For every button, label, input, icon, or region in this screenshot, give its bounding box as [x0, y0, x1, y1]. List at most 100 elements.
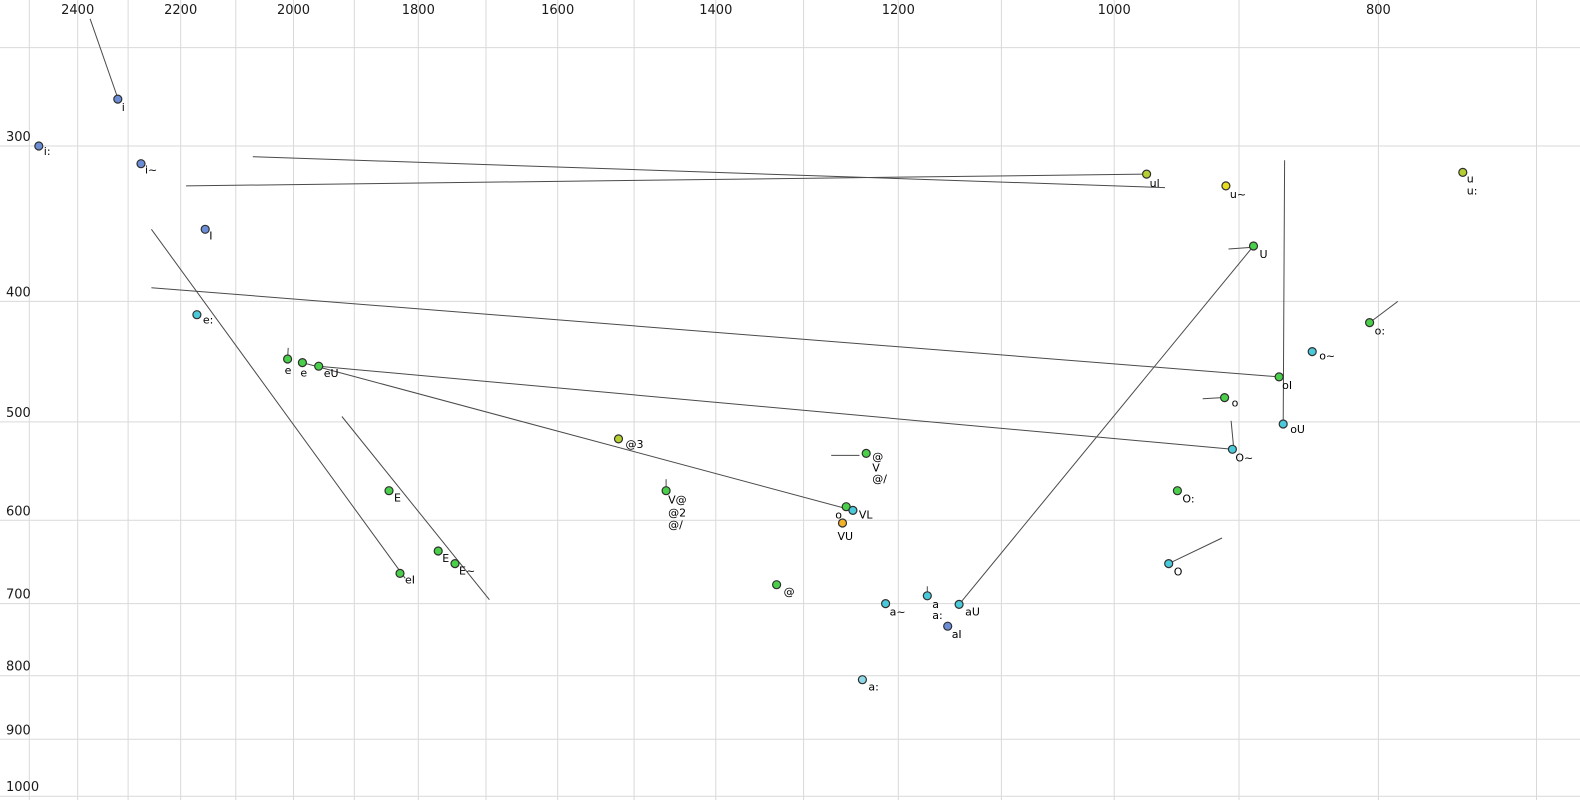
vowel-point-E-nasal[interactable] — [450, 558, 460, 569]
vowel-point-e-2[interactable] — [297, 358, 307, 368]
trajectory-line — [1230, 420, 1235, 449]
trajectory-line — [252, 156, 1166, 189]
vowel-label-e-long: e: — [203, 314, 213, 327]
vowel-label-O-nasal: O~ — [1235, 451, 1253, 464]
trajectory-line — [1168, 537, 1223, 565]
vowel-point-ul[interactable] — [1141, 169, 1152, 179]
vowel-label-O: O — [1174, 566, 1183, 579]
trajectory-line — [1228, 247, 1250, 250]
vowel-point-u[interactable] — [1458, 167, 1468, 177]
vowel-point-schwa2[interactable] — [661, 486, 671, 496]
vowel-label-a: a — [932, 598, 939, 611]
trajectory-line — [89, 18, 120, 102]
vowel-label-schwa2: @2 — [668, 507, 686, 520]
vowel-label-schwa2: V@ — [668, 494, 687, 507]
vowel-point-i[interactable] — [113, 94, 123, 104]
vowel-label-o: o — [1232, 397, 1239, 410]
vowel-point-VU[interactable] — [837, 518, 848, 528]
vowel-label-u: u: — [1467, 184, 1478, 197]
x-axis-tick-label: 1200 — [882, 3, 915, 18]
vowel-label-e-2: e — [300, 367, 307, 380]
vowel-label-u: u — [1467, 172, 1474, 185]
trajectory-line — [1282, 160, 1286, 425]
vowel-label-O-long: O: — [1182, 493, 1194, 506]
vowel-label-E-nasal: E~ — [459, 565, 475, 578]
vowel-point-i-nasal[interactable] — [136, 159, 146, 169]
vowel-point-a-long-gray[interactable] — [857, 675, 868, 685]
vowel-label-eI: eI — [405, 573, 415, 586]
x-axis-tick-label: 2200 — [164, 3, 197, 18]
vowel-point-O-long[interactable] — [1172, 486, 1183, 496]
vowel-label-VU: VU — [838, 530, 854, 543]
vowel-point-o-nasal[interactable] — [1307, 347, 1317, 357]
y-axis-tick-label: 700 — [6, 588, 31, 603]
vowel-label-o-long: o: — [1375, 325, 1385, 338]
vowel-point-i-long[interactable] — [34, 141, 44, 151]
vowel-label-E-2: E — [442, 552, 449, 565]
vowel-point-eI[interactable] — [395, 568, 405, 579]
vowel-label-V-green: o — [835, 509, 842, 522]
trajectory-line — [302, 362, 854, 511]
vowel-point-O-nasal[interactable] — [1227, 444, 1238, 454]
vowel-point-aU[interactable] — [954, 599, 964, 610]
vowel-label-i: i — [122, 101, 125, 114]
vowel-label-U: U — [1260, 248, 1268, 261]
vowel-point-schwa3[interactable] — [613, 434, 624, 444]
x-axis-tick-label: 1600 — [541, 3, 574, 18]
y-axis-tick-label: 500 — [6, 406, 31, 421]
vowel-label-a: a: — [932, 609, 942, 622]
trajectory-line — [151, 287, 1280, 378]
vowel-label-a-nasal: a~ — [890, 606, 906, 619]
vowel-point-O[interactable] — [1164, 558, 1174, 569]
vowel-point-I[interactable] — [200, 224, 210, 234]
y-axis-tick-label: 900 — [6, 723, 31, 738]
vowel-point-a-nasal[interactable] — [880, 598, 891, 609]
vowel-label-schwa-gray: @ — [784, 586, 795, 599]
vowel-label-oI: oI — [1282, 379, 1292, 392]
vowel-point-a[interactable] — [922, 591, 932, 601]
vowel-label-oU: oU — [1290, 423, 1305, 436]
vowel-point-aI[interactable] — [943, 621, 953, 631]
vowel-point-o[interactable] — [1219, 393, 1230, 403]
vowel-label-eU: eU — [324, 367, 339, 380]
vowel-label-schwa-V: @/ — [872, 472, 887, 485]
vowel-label-VL: VL — [859, 508, 874, 521]
vowel-label-i-long: i: — [44, 145, 51, 158]
x-axis-tick-label: 1400 — [699, 3, 732, 18]
trajectory-line — [1369, 301, 1399, 323]
x-axis-tick-label: 2000 — [277, 3, 310, 18]
y-axis-tick-label: 400 — [6, 285, 31, 300]
x-axis-tick-label: 1800 — [402, 3, 435, 18]
vowel-label-aI: aI — [952, 628, 962, 641]
vowel-point-o-long[interactable] — [1364, 318, 1375, 328]
vowel-label-aU: aU — [965, 605, 980, 618]
x-axis-tick-label: 2400 — [61, 3, 94, 18]
vowel-point-E-1[interactable] — [384, 486, 394, 496]
vowel-label-a-long-gray: a: — [868, 681, 878, 694]
vowel-point-VL[interactable] — [848, 505, 858, 515]
vowel-label-schwa3: @3 — [626, 438, 644, 451]
vowel-point-eU[interactable] — [314, 361, 324, 371]
vowel-point-schwa-V[interactable] — [861, 448, 871, 458]
vowel-label-schwa-V: V — [872, 461, 880, 474]
vowel-point-oU[interactable] — [1278, 419, 1288, 429]
vowel-point-schwa-gray[interactable] — [771, 580, 782, 590]
vowel-point-u-nasal[interactable] — [1221, 181, 1231, 191]
vowel-label-e-1: e — [285, 364, 292, 377]
trajectory-line — [341, 416, 490, 601]
y-axis-tick-label: 300 — [6, 130, 31, 145]
vowel-point-e-long[interactable] — [192, 310, 202, 320]
vowel-label-u-nasal: u~ — [1230, 188, 1246, 201]
vowel-point-oI[interactable] — [1274, 372, 1284, 382]
vowel-point-e-1[interactable] — [283, 354, 293, 364]
trajectory-line — [958, 245, 1254, 605]
trajectory-line — [186, 173, 1147, 187]
vowel-label-schwa-V: @ — [872, 450, 883, 463]
vowel-label-E-1: E — [394, 492, 401, 505]
vowel-point-E-2[interactable] — [433, 546, 443, 556]
trajectory-line — [318, 365, 1233, 450]
vowel-point-U[interactable] — [1248, 241, 1259, 251]
trajectory-line — [1202, 397, 1223, 400]
y-axis-tick-label: 600 — [6, 504, 31, 519]
